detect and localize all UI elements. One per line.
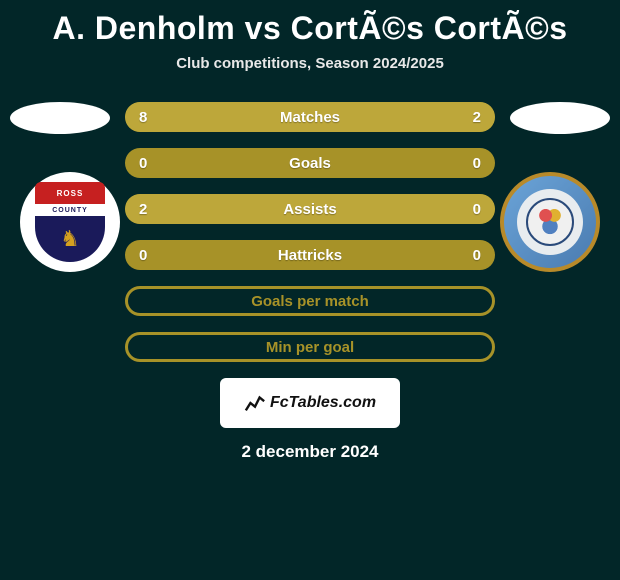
stat-label: Goals per match: [128, 293, 492, 310]
subtitle: Club competitions, Season 2024/2025: [0, 55, 620, 72]
stat-value-right: 2: [473, 109, 481, 126]
fctables-logo: FcTables.com: [220, 378, 400, 428]
stat-rows: 8 Matches 2 0 Goals 0 2 Assists 0 0 Hatt…: [125, 102, 495, 362]
chart-icon: [244, 392, 266, 414]
comparison-main: ROSS COUNTY ♞ 8 Matches 2 0 Goals 0 2 As…: [0, 102, 620, 462]
stag-icon: ♞: [60, 226, 80, 252]
stat-row-min-per-goal: Min per goal: [125, 332, 495, 362]
stat-row-assists: 2 Assists 0: [125, 194, 495, 224]
stat-label: Min per goal: [128, 339, 492, 356]
team-badge-left: ROSS COUNTY ♞: [20, 172, 120, 272]
badge-left-text-top: ROSS: [35, 182, 105, 204]
stat-label: Assists: [125, 201, 495, 218]
stat-label: Hattricks: [125, 247, 495, 264]
stat-label: Goals: [125, 155, 495, 172]
badge-right-emblem: [526, 198, 574, 246]
stat-row-goals-per-match: Goals per match: [125, 286, 495, 316]
stat-value-right: 0: [473, 201, 481, 218]
stat-value-right: 0: [473, 247, 481, 264]
logo-text: FcTables.com: [270, 394, 376, 412]
page-title: A. Denholm vs CortÃ©s CortÃ©s: [0, 0, 620, 47]
spotlight-ellipse-left: [10, 102, 110, 134]
stat-row-hattricks: 0 Hattricks 0: [125, 240, 495, 270]
stat-value-right: 0: [473, 155, 481, 172]
stat-label: Matches: [125, 109, 495, 126]
badge-left-text-mid: COUNTY: [35, 204, 105, 216]
team-badge-right: [500, 172, 600, 272]
spotlight-ellipse-right: [510, 102, 610, 134]
date-label: 2 december 2024: [0, 442, 620, 462]
stat-row-matches: 8 Matches 2: [125, 102, 495, 132]
stat-row-goals: 0 Goals 0: [125, 148, 495, 178]
